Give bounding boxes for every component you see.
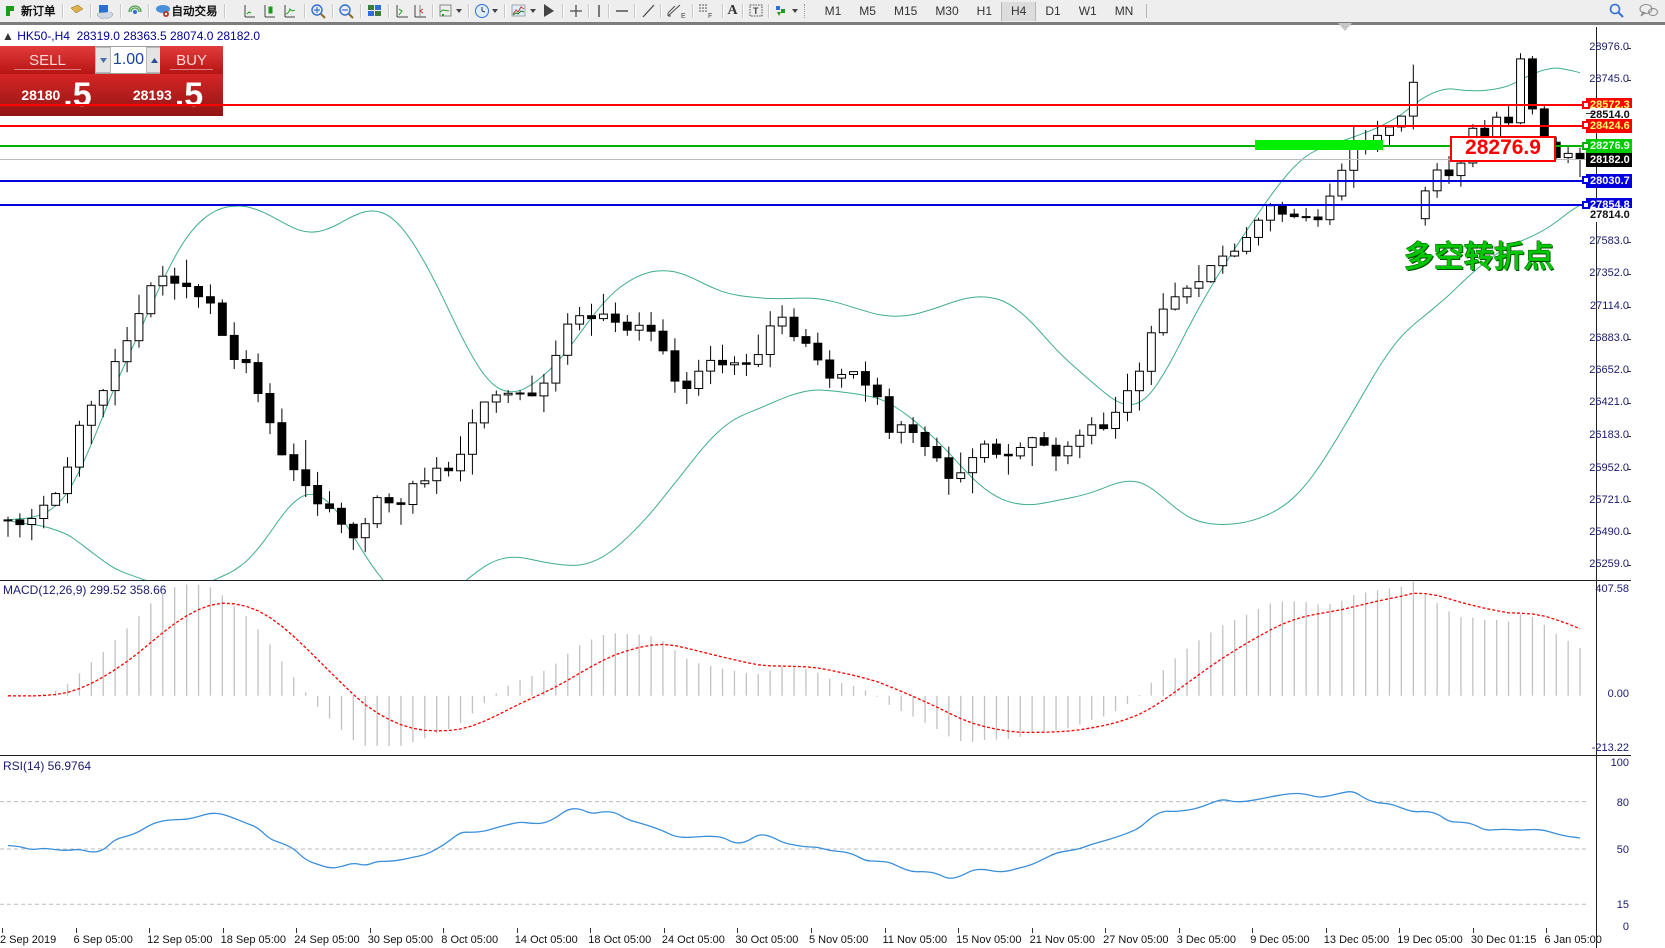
svg-text:F: F: [708, 13, 712, 19]
svg-text:E: E: [681, 13, 686, 19]
svg-text:T: T: [753, 6, 759, 16]
